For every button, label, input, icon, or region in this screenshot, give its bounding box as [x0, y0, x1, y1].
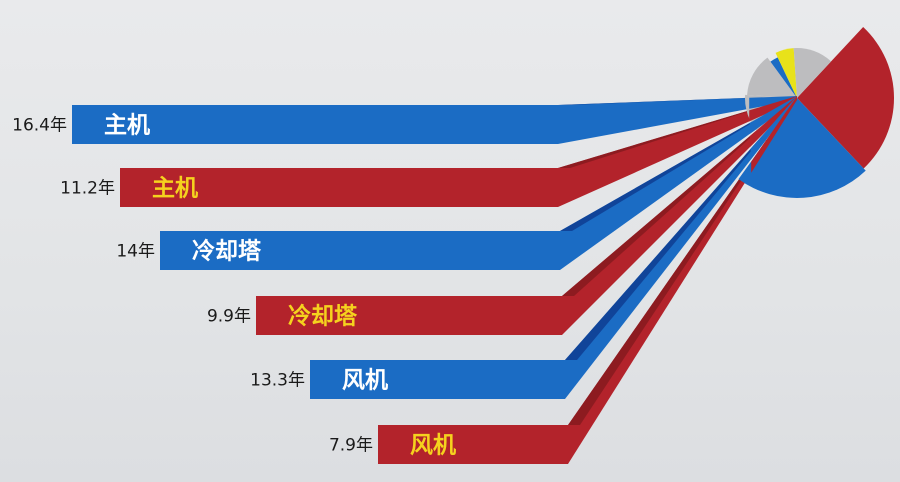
- bar-ribbon: [565, 96, 797, 399]
- value-label: 7.9年: [329, 436, 373, 456]
- bar: [72, 105, 558, 144]
- pie-slice: [770, 57, 797, 98]
- bar-name-label: 风机: [410, 433, 456, 459]
- bar-ribbon-tip: [749, 96, 797, 134]
- bar-ribbon: [568, 96, 797, 464]
- bar-ribbon: [560, 96, 797, 270]
- bar-ribbon-tip: [750, 96, 797, 147]
- bar-ribbon-tip: [750, 96, 797, 160]
- bar-ribbon: [558, 96, 797, 207]
- bar-name-label: 风机: [342, 368, 388, 394]
- bar: [160, 231, 560, 270]
- bar-name-label: 主机: [152, 176, 198, 202]
- pie-slice: [793, 47, 832, 98]
- bar-ribbon-tip: [749, 96, 797, 122]
- bar: [310, 360, 565, 399]
- bar: [378, 425, 568, 464]
- value-label: 9.9年: [207, 307, 251, 327]
- bar-name-label: 冷却塔: [288, 303, 358, 330]
- value-label: 11.2年: [60, 179, 115, 199]
- pie-slice: [738, 98, 866, 199]
- bar-ribbon-shade: [558, 96, 797, 168]
- bar-name-label: 主机: [104, 113, 150, 139]
- pie-slice: [747, 57, 797, 98]
- bar-ribbon-shade: [560, 96, 797, 231]
- value-label: 16.4年: [12, 116, 67, 136]
- bar-ribbon-tip: [749, 96, 797, 109]
- bar-ribbon: [558, 96, 797, 144]
- bar: [120, 168, 558, 207]
- bar-ribbon-shade: [562, 96, 797, 296]
- bar-ribbon-shade: [558, 96, 797, 105]
- bar-ribbon-tip: [751, 96, 797, 173]
- bar-ribbon: [562, 96, 797, 335]
- pie-slice: [797, 27, 894, 169]
- bar-ribbon-shade: [565, 96, 797, 360]
- bar: [256, 296, 562, 335]
- pie-slice: [775, 48, 797, 98]
- value-label: 14年: [116, 242, 155, 262]
- bar-name-label: 冷却塔: [192, 238, 262, 265]
- value-label: 13.3年: [250, 371, 305, 391]
